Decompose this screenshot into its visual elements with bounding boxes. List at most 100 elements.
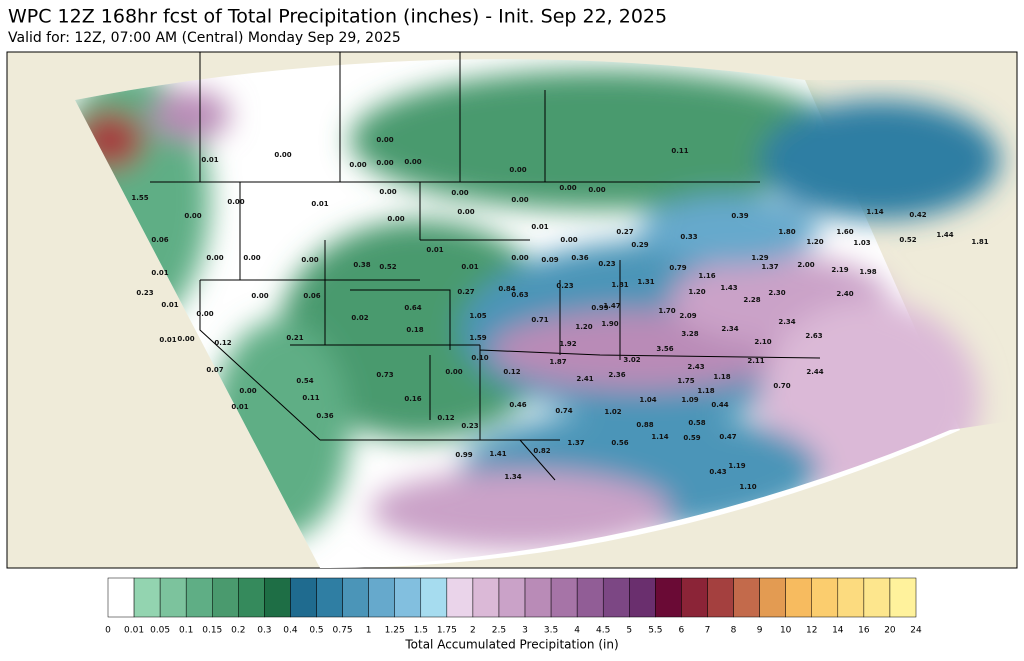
point-label: 0.12: [214, 339, 231, 347]
point-label: 1.29: [751, 254, 768, 262]
colorbar-tick-label: 0: [105, 626, 111, 636]
colorbar-tick-label: 12: [806, 626, 817, 636]
point-label: 0.23: [598, 260, 615, 268]
colorbar-box: [107, 577, 135, 618]
colorbar-tick-label: 1.75: [437, 626, 457, 636]
colorbar-box: [342, 577, 369, 618]
point-label: 1.10: [739, 483, 756, 491]
colorbar-tick-label: 14: [832, 626, 844, 636]
point-label: 1.59: [469, 334, 486, 342]
point-label: 0.00: [376, 159, 393, 167]
point-label: 1.47: [603, 302, 620, 310]
point-label: 0.54: [296, 377, 313, 385]
colorbar-box: [863, 577, 891, 618]
point-label: 1.09: [681, 396, 698, 404]
point-label: 1.87: [549, 358, 566, 366]
colorbar-box: [524, 577, 552, 618]
point-label: 0.01: [426, 246, 443, 254]
point-label: 0.00: [560, 236, 577, 244]
point-label: 1.44: [936, 231, 953, 239]
colorbar-box: [212, 577, 239, 618]
point-label: 0.29: [631, 241, 648, 249]
point-label: 3.28: [681, 330, 698, 338]
point-label: 0.00: [559, 184, 576, 192]
point-label: 0.12: [437, 414, 454, 422]
colorbar-tick-label: 0.75: [333, 626, 353, 636]
colorbar-box: [472, 577, 500, 618]
point-label: 0.00: [274, 151, 291, 159]
point-label: 0.73: [376, 371, 393, 379]
colorbar-box: [759, 577, 786, 618]
colorbar-box: [394, 577, 422, 618]
point-label: 1.92: [559, 340, 576, 348]
point-label: 1.14: [866, 208, 883, 216]
title: WPC 12Z 168hr fcst of Total Precipitatio…: [8, 6, 667, 28]
point-label: 0.36: [571, 254, 588, 262]
point-label: 0.46: [509, 401, 526, 409]
point-label: 2.00: [797, 261, 814, 269]
point-label: 0.21: [286, 334, 303, 342]
colorbar-tick-label: 5.5: [648, 626, 662, 636]
point-label: 0.39: [731, 212, 748, 220]
point-label: 0.10: [471, 354, 488, 362]
point-label: 0.36: [316, 412, 333, 420]
point-label: 2.43: [687, 363, 704, 371]
colorbar-tick-label: 0.15: [202, 626, 222, 636]
colorbar-tick-label: 7: [705, 626, 711, 636]
colorbar-box: [290, 577, 317, 618]
colorbar-box: [785, 577, 812, 618]
point-label: 1.70: [658, 307, 675, 315]
point-label: 1.02: [604, 408, 621, 416]
point-label: 0.00: [387, 215, 404, 223]
colorbar-box: [655, 577, 682, 618]
colorbar-box: [238, 577, 265, 618]
colorbar-tick-label: 24: [910, 626, 922, 636]
point-label: 0.42: [909, 211, 926, 219]
point-label: 1.14: [651, 433, 668, 441]
colorbar-tick-label: 0.1: [179, 626, 193, 636]
point-label: 0.16: [404, 395, 421, 403]
point-label: 0.33: [680, 233, 697, 241]
point-label: 1.43: [720, 284, 737, 292]
point-label: 0.27: [616, 228, 633, 236]
point-label: 2.11: [747, 357, 764, 365]
colorbar-box: [420, 577, 448, 618]
point-labels: 0.010.000.000.00 0.00 0.000.000.00 0.000.11…: [131, 136, 988, 491]
point-label: 0.00: [184, 212, 201, 220]
point-label: 0.00: [227, 198, 244, 206]
colorbar-box: [159, 577, 187, 618]
point-label: 3.56: [656, 345, 673, 353]
colorbar-box: [498, 577, 526, 618]
point-label: 1.05: [469, 312, 486, 320]
colorbar-tick-label: 4.5: [596, 626, 610, 636]
point-label: 0.00: [206, 254, 223, 262]
point-label: 1.34: [504, 473, 521, 481]
point-label: 0.01: [161, 301, 178, 309]
point-label: 0.63: [511, 291, 528, 299]
point-label: 2.44: [806, 368, 823, 376]
point-label: 0.00: [301, 256, 318, 264]
point-label: 0.88: [636, 421, 653, 429]
colorbar-tick-label: 1.25: [385, 626, 405, 636]
point-label: 1.20: [688, 288, 705, 296]
point-label: 0.23: [556, 282, 573, 290]
colorbar-box: [811, 577, 839, 618]
colorbar-box: [316, 577, 343, 618]
point-label: 0.00: [509, 166, 526, 174]
point-label: 0.01: [461, 263, 478, 271]
point-label: 1.81: [971, 238, 988, 246]
point-label: 1.75: [677, 377, 694, 385]
colorbar-tick-label: 0.05: [150, 626, 170, 636]
point-label: 0.01: [311, 200, 328, 208]
colorbar-label: Total Accumulated Precipitation (in): [404, 638, 618, 652]
colorbar-box: [133, 577, 161, 618]
point-label: 1.31: [637, 278, 654, 286]
point-label: 0.59: [683, 434, 700, 442]
colorbar-box: [629, 577, 656, 618]
colorbar-box: [837, 577, 865, 618]
point-label: 1.04: [639, 396, 656, 404]
colorbar-tick-label: 0.5: [309, 626, 323, 636]
point-label: 0.00: [376, 136, 393, 144]
point-label: 0.44: [711, 401, 728, 409]
point-label: 0.09: [541, 256, 558, 264]
